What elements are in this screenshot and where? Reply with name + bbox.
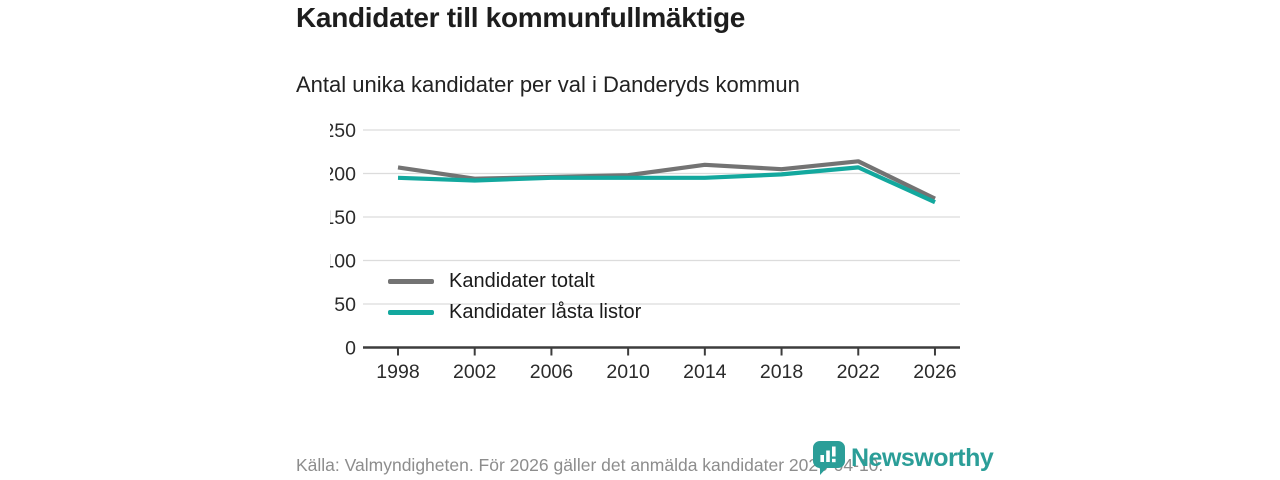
x-tick-label: 2002 <box>453 361 496 383</box>
x-tick-label: 2022 <box>837 361 880 383</box>
y-tick-label: 250 <box>330 120 356 142</box>
legend: Kandidater totalt Kandidater låsta listor <box>388 268 641 330</box>
source-note: Källa: Valmyndigheten. För 2026 gäller d… <box>296 455 884 475</box>
plot-svg: 0 50 100 150 200 250 1998 2002 2006 2010 2014 2018 2… <box>330 120 960 383</box>
legend-item: Kandidater totalt <box>388 268 641 294</box>
legend-swatch <box>388 278 434 284</box>
chart-title: Kandidater till kommunfullmäktige <box>296 2 746 33</box>
x-tick-label: 2014 <box>683 361 727 383</box>
y-tick-label: 200 <box>330 164 356 186</box>
y-tick-label: 100 <box>330 251 356 273</box>
chart-subtitle: Antal unika kandidater per val i Dandery… <box>296 72 800 97</box>
x-tick-label: 2026 <box>913 361 956 383</box>
series-line <box>397 165 936 205</box>
legend-swatch <box>388 309 434 315</box>
legend-item: Kandidater låsta listor <box>388 299 641 325</box>
line-chart: 0 50 100 150 200 250 1998 2002 2006 2010 2014 2018 2… <box>330 118 980 388</box>
newsworthy-icon <box>812 440 846 476</box>
x-tick-label: 2006 <box>530 361 573 383</box>
brand-name: Newsworthy <box>851 443 994 472</box>
legend-label: Kandidater totalt <box>449 269 595 292</box>
y-tick-label: 50 <box>334 294 356 316</box>
legend-label: Kandidater låsta listor <box>449 300 642 323</box>
x-tick-label: 2010 <box>606 361 650 383</box>
newsworthy-logo[interactable]: Newsworthy <box>812 440 994 476</box>
x-tick-label: 1998 <box>376 361 419 383</box>
x-tick-label: 2018 <box>760 361 803 383</box>
y-tick-label: 150 <box>330 207 356 229</box>
y-tick-label: 0 <box>345 338 356 360</box>
